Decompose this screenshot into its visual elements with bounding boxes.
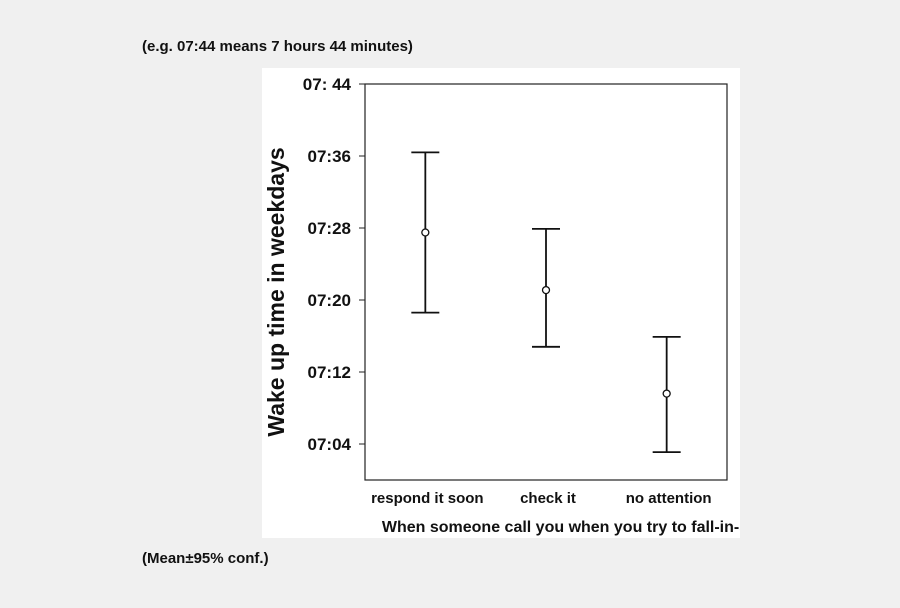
mean-point-1 [541, 285, 551, 295]
y-axis-title: Wake up time in weekdays [263, 147, 289, 436]
example-note: (e.g. 07:44 means 7 hours 44 minutes) [142, 38, 413, 55]
x-category-label-2: no attention [626, 490, 712, 507]
chart-panel: 07: 44 07:36 07:28 07:20 07:12 07:04 respond i… [262, 68, 740, 538]
y-tick-label-0: 07: 44 [303, 75, 352, 94]
mean-point-0 [421, 228, 430, 237]
confidence-note: (Mean±95% conf.) [142, 550, 269, 567]
y-tick-label-4: 07:12 [308, 363, 351, 382]
y-tick-label-5: 07:04 [308, 435, 352, 454]
error-bar-chart: 07: 44 07:36 07:28 07:20 07:12 07:04 respond i… [263, 75, 740, 536]
y-tick-label-3: 07:20 [308, 291, 351, 310]
plot-frame [364, 83, 728, 481]
x-category-label-1: check it [520, 490, 576, 507]
mean-point-2 [662, 389, 671, 398]
x-axis-title-line-1: When someone call you when you try to fa… [382, 519, 740, 536]
x-category-label-0: respond it soon [371, 490, 484, 507]
y-tick-label-1: 07:36 [308, 147, 351, 166]
y-tick-label-2: 07:28 [308, 219, 351, 238]
